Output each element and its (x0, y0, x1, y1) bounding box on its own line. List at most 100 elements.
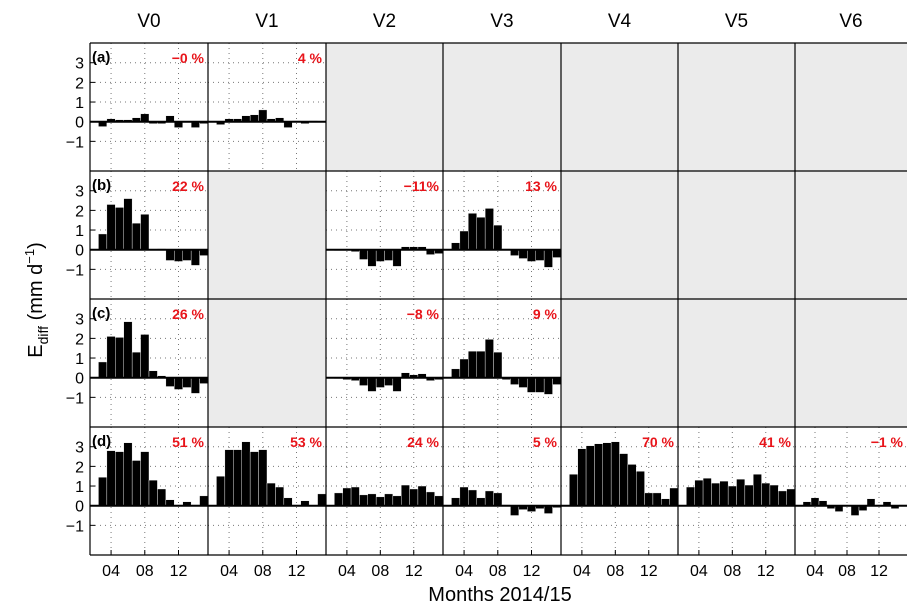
bar (535, 249, 545, 261)
bar (459, 230, 469, 250)
bar (249, 114, 259, 122)
x-tick-label: 04 (690, 563, 708, 580)
bar (594, 443, 603, 506)
y-tick-label: −1 (66, 262, 84, 279)
bar (644, 492, 654, 506)
bar (552, 377, 562, 385)
empty-panel (795, 43, 907, 171)
bar (106, 204, 116, 250)
bar (367, 493, 377, 506)
percent-annotation: 51 % (172, 434, 204, 450)
bar (602, 442, 612, 506)
panel: −11% (325, 171, 444, 299)
bar (140, 334, 150, 378)
bar (744, 484, 754, 506)
bar (451, 242, 461, 250)
bar (769, 484, 779, 506)
percent-annotation: 4 % (298, 50, 323, 66)
bar (249, 451, 259, 506)
bar (510, 377, 520, 385)
y-axis-label-main: E (25, 344, 47, 357)
percent-annotation: −8 % (407, 306, 440, 322)
x-tick-label: 04 (102, 563, 120, 580)
bar (123, 198, 133, 250)
x-tick-label: 12 (288, 563, 306, 580)
bar (736, 478, 746, 506)
empty-panel (678, 299, 795, 427)
x-tick-label: 12 (405, 563, 423, 580)
percent-annotation: 26 % (172, 306, 204, 322)
bar (786, 488, 796, 506)
percent-annotation: 53 % (290, 434, 322, 450)
bar (392, 377, 402, 392)
x-tick-label: 08 (489, 563, 507, 580)
bar (157, 488, 167, 506)
panel-label: (c) (92, 305, 110, 322)
bar (627, 464, 637, 506)
bar (493, 224, 503, 250)
bar (543, 377, 553, 395)
bar (619, 453, 629, 506)
empty-panel (795, 299, 907, 427)
percent-annotation: −0 % (172, 50, 205, 66)
x-tick-label: 04 (338, 563, 356, 580)
bar (283, 497, 293, 506)
percent-annotation: 9 % (533, 306, 558, 322)
empty-panel (443, 43, 561, 171)
percent-annotation: 22 % (172, 178, 204, 194)
bar (115, 207, 124, 250)
percent-annotation: 41 % (759, 434, 791, 450)
bar (527, 377, 536, 393)
bar (367, 377, 377, 392)
bar (334, 492, 343, 506)
column-header: V0 (137, 11, 160, 32)
percent-annotation: 5 % (533, 434, 558, 450)
y-axis-label: Ediff (mm d−1) (22, 242, 51, 358)
bar (375, 377, 385, 388)
bar (510, 505, 520, 516)
x-axis-label: Months 2014/15 (428, 584, 571, 606)
bar (123, 321, 133, 378)
bar (392, 495, 402, 506)
y-tick-label: 2 (75, 75, 84, 92)
y-tick-label: −1 (66, 134, 84, 151)
bar (577, 448, 587, 506)
x-tick-label: 12 (870, 563, 888, 580)
bar (266, 482, 276, 506)
y-tick-label: 1 (75, 479, 84, 496)
bar (401, 484, 410, 506)
column-header: V1 (255, 11, 278, 32)
bar (115, 337, 124, 378)
x-tick-label: 08 (838, 563, 856, 580)
bar (484, 490, 494, 506)
panel-label: (b) (92, 177, 111, 194)
bar (761, 482, 771, 506)
y-tick-label: 2 (75, 459, 84, 476)
bar (359, 377, 368, 386)
bar (165, 377, 175, 387)
bar (468, 213, 477, 250)
empty-panel (561, 43, 678, 171)
bar (106, 336, 116, 378)
x-tick-label: 08 (254, 563, 272, 580)
y-tick-label: 0 (75, 243, 84, 260)
panel-label: (a) (92, 49, 110, 66)
y-tick-label: 2 (75, 203, 84, 220)
bar (359, 494, 368, 506)
bar (216, 476, 226, 506)
column-header: V5 (725, 11, 748, 32)
bar (610, 441, 620, 506)
bar (543, 505, 553, 514)
bar (535, 377, 545, 393)
bar (585, 445, 595, 506)
bar (375, 249, 385, 262)
bar (140, 214, 150, 250)
y-tick-label: 0 (75, 115, 84, 132)
empty-panel (678, 43, 795, 171)
panel: 4 % (207, 43, 327, 171)
bar (98, 476, 108, 506)
bar (451, 497, 461, 506)
bar (493, 351, 503, 378)
bar (384, 377, 394, 386)
bar (459, 358, 469, 378)
